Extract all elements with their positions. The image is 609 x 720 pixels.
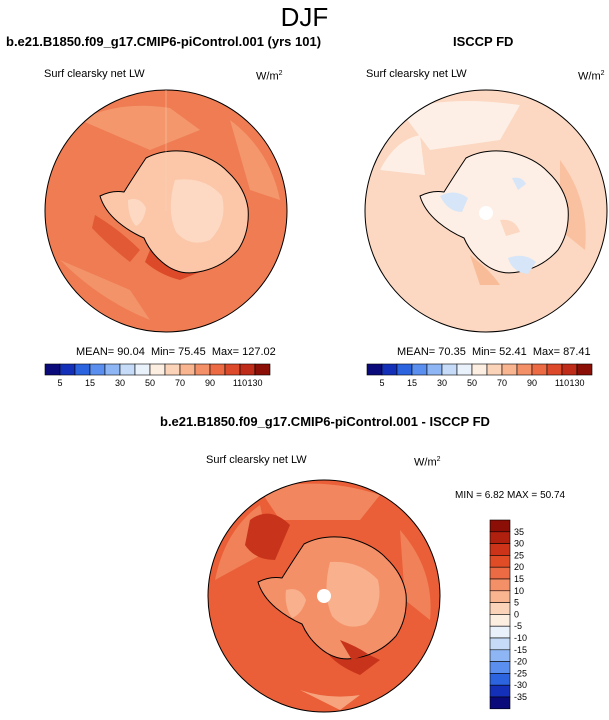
panel3-colorbar-tick-label: 10 <box>514 586 524 596</box>
panel3-colorbar-tick-label: -15 <box>514 645 527 655</box>
panel2-colorbar: 5 15 30 50 70 90 110 130 <box>366 363 593 388</box>
panel3-colorbar-tick-label: 35 <box>514 527 524 537</box>
panel3-colorbar-tick-label: -35 <box>514 692 527 702</box>
panel3-colorbar-swatch <box>489 649 511 662</box>
panel3-colorbar-swatch <box>489 625 511 639</box>
panel3-colorbar-tick-label: -10 <box>514 633 527 643</box>
panel2-title: ISCCP FD <box>453 34 514 49</box>
panel1-colorbar-tick-label: 50 <box>145 378 155 388</box>
panel1-colorbar-tick-label: 110 <box>233 378 247 388</box>
panel3-colorbar-tick-label: 20 <box>514 562 524 572</box>
panel3-colorbar-swatch <box>489 590 511 603</box>
panel3-variable-label: Surf clearsky net LW <box>206 454 307 466</box>
panel3-colorbar-swatch <box>489 531 511 544</box>
panel2-colorbar-tick-label: 110 <box>555 378 569 388</box>
panel3-colorbar-tick-label: -30 <box>514 680 527 690</box>
panel1-colorbar: 5 15 30 50 70 90 110 130 <box>44 363 271 388</box>
panel2-colorbar-tick-label: 50 <box>467 378 477 388</box>
panel2-colorbar-tick-label: 130 <box>569 378 584 388</box>
panel3-colorbar-swatch <box>489 602 511 615</box>
panel1-colorbar-tick-label: 15 <box>85 378 95 388</box>
panel1-colorbar-swatch <box>254 363 271 376</box>
panel2-colorbar-tick-label: 90 <box>527 378 537 388</box>
panel1-colorbar-tick-label: 70 <box>175 378 185 388</box>
panel2-colorbar-tick-label: 5 <box>379 378 384 388</box>
panel1-units: W/m2 <box>256 70 283 83</box>
panel2-colorbar-tick-label: 15 <box>407 378 417 388</box>
panel3-stats: MIN = 6.82 MAX = 50.74 <box>455 490 566 501</box>
panel2-variable-label: Surf clearsky net LW <box>366 68 467 80</box>
panel3-colorbar-tick-label: 15 <box>514 574 524 584</box>
panel3-colorbar-tick-label: 5 <box>514 598 519 608</box>
panel3-title: b.e21.B1850.f09_g17.CMIP6-piControl.001 … <box>160 414 490 429</box>
panel3-colorbar-tick-label: 0 <box>514 609 519 619</box>
panel3-colorbar-swatch <box>489 555 511 568</box>
panel2-continent <box>419 150 569 274</box>
panel3-colorbar-swatch <box>489 696 511 710</box>
panel3-colorbar-tick-label: -5 <box>514 621 522 631</box>
panel1-colorbar-tick-label: 5 <box>57 378 62 388</box>
panel1-variable-label: Surf clearsky net LW <box>44 68 145 80</box>
panel3-colorbar-tick-label: 25 <box>514 550 524 560</box>
panel3-colorbar-tick-label: -25 <box>514 668 527 678</box>
panel3-colorbar-swatch <box>489 673 511 686</box>
panel2-colorbar-tick-label: 70 <box>497 378 507 388</box>
panel1-colorbar-tick-label: 90 <box>205 378 215 388</box>
panel3-colorbar-swatch <box>489 614 511 627</box>
panel3-colorbar-swatch <box>489 637 511 651</box>
panel3-colorbar-swatch <box>489 543 511 556</box>
panel2-units: W/m2 <box>578 70 605 83</box>
panel3-colorbar-swatch <box>489 519 511 533</box>
panel1-stats: MEAN= 90.04 Min= 75.45 Max= 127.02 <box>76 346 276 358</box>
panel3-colorbar-swatch <box>489 684 511 698</box>
panel2-colorbar-swatch <box>576 363 593 376</box>
panel1-colorbar-tick-label: 30 <box>115 378 125 388</box>
panel2-stats: MEAN= 70.35 Min= 52.41 Max= 87.41 <box>397 346 591 358</box>
panel1-title: b.e21.B1850.f09_g17.CMIP6-piControl.001 … <box>6 34 322 49</box>
panel3-colorbar-swatch <box>489 566 511 580</box>
panel3-colorbar-tick-label: 30 <box>514 539 524 549</box>
panel3-colorbar-swatch <box>489 661 511 674</box>
figure-title: DJF <box>280 2 329 32</box>
panel3-colorbar-swatch <box>489 578 511 592</box>
panel3-colorbar-tick-label: -20 <box>514 657 527 667</box>
panel3-units: W/m2 <box>414 456 441 469</box>
panel1-colorbar-tick-label: 130 <box>247 378 262 388</box>
panel2-colorbar-tick-label: 30 <box>437 378 447 388</box>
